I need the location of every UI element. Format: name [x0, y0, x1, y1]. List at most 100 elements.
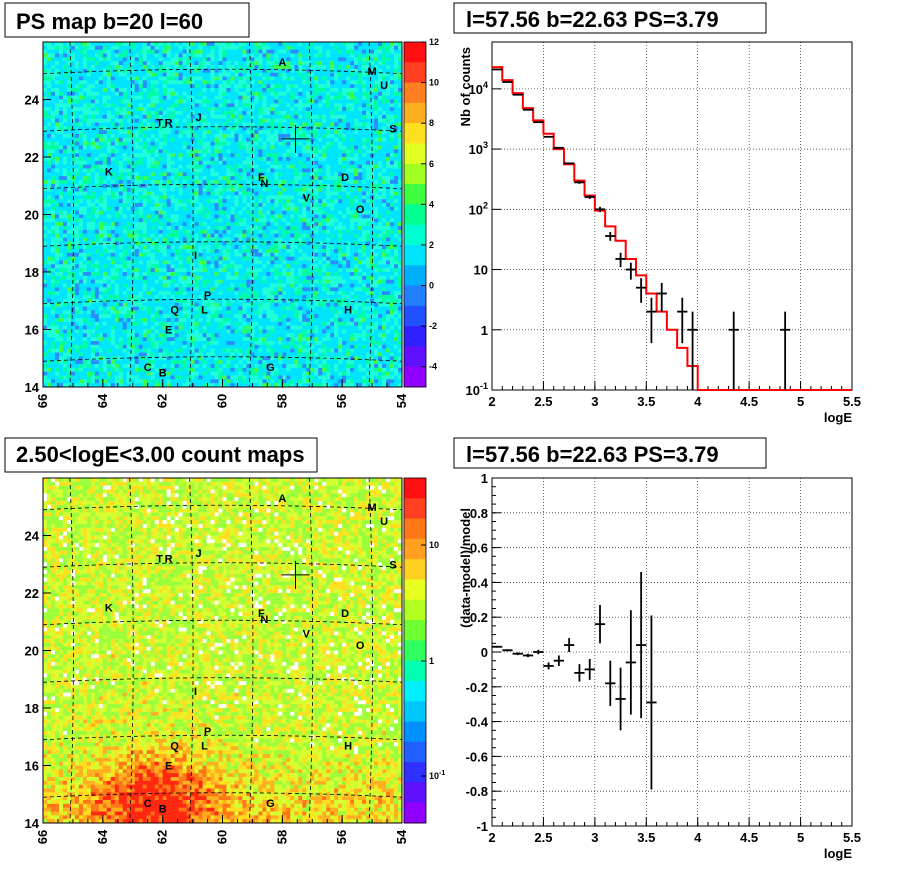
colorbar-swatch [404, 660, 426, 682]
grid-parallel [42, 562, 403, 568]
y-tick-label: 0.4 [470, 575, 489, 590]
x-axis-label: logE [824, 410, 852, 425]
x-tick-label: 2.5 [534, 830, 552, 845]
data-point [502, 81, 513, 83]
x-tick-label: 3 [591, 394, 598, 409]
x-tick-label: 4 [694, 830, 702, 845]
source-label-P: P [204, 290, 211, 302]
colorbar-swatch [404, 741, 426, 763]
residual-point [522, 653, 534, 658]
residual-point [594, 605, 606, 644]
y-tick-label: 102 [469, 200, 488, 217]
colorbar-swatch [404, 478, 426, 499]
y-tick-label: 10 [474, 263, 488, 278]
source-label-C: C [144, 362, 152, 374]
y-tick-label: 20 [25, 644, 39, 659]
count-map-title: 2.50<logE<3.00 count maps [16, 442, 305, 467]
source-label-M: M [367, 66, 376, 78]
source-label-G: G [266, 362, 275, 374]
residual-point [564, 638, 575, 652]
residual-panel: 2 2.5 3 3.5 4 4.5 5 5.5 -1 -0.8 -0.6 -0.4 -0.2 0 0.2 0.… [458, 471, 861, 861]
residual-point [533, 649, 544, 655]
colorbar-swatch [404, 244, 426, 266]
y-tick-label: 103 [469, 140, 488, 157]
residual-grid [491, 477, 853, 827]
grid-meridian [249, 41, 254, 388]
x-tick-label: 2 [488, 394, 495, 409]
colorbar-swatch [404, 680, 426, 702]
data-point [522, 108, 534, 111]
colorbar-swatch [404, 498, 426, 520]
colorbar-swatch [404, 326, 426, 347]
colorbar-tick-label: 10 [429, 540, 439, 550]
x-tick-label: 62 [155, 830, 170, 844]
x-tick-label: 56 [334, 394, 349, 408]
grid-parallel [42, 183, 403, 190]
residual-point [492, 645, 503, 648]
source-label-M: M [367, 502, 376, 514]
source-label-N: N [260, 178, 268, 190]
colorbar-swatch [404, 285, 426, 307]
x-tick-label: 66 [35, 830, 50, 844]
x-tick-label: 60 [215, 830, 230, 844]
x-tick-label: 54 [394, 829, 409, 844]
x-tick-label: 4 [694, 394, 702, 409]
y-tick-label: 16 [25, 759, 39, 774]
source-label-C: C [144, 798, 152, 810]
data-point [615, 252, 626, 268]
data-point [677, 297, 688, 344]
data-point [636, 278, 647, 303]
colorbar-tick-label: 4 [429, 199, 434, 209]
source-label-O: O [356, 640, 365, 652]
colorbar-tick-label: -2 [429, 321, 437, 331]
ps-map-title: PS map b=20 l=60 [16, 9, 203, 34]
source-label-F: F [258, 172, 265, 184]
data-point [512, 93, 523, 96]
data-point [656, 282, 667, 312]
colorbar-tick-label: 12 [429, 37, 439, 47]
residual-point [646, 615, 657, 790]
map-grid [42, 41, 403, 388]
colorbar-swatch [404, 143, 426, 165]
source-label-U: U [380, 516, 388, 528]
grid-parallel [42, 126, 403, 132]
grid-meridian [368, 477, 373, 824]
data-point [728, 311, 739, 390]
colorbar-swatch [404, 123, 426, 144]
data-point [780, 311, 791, 390]
source-label-J: J [196, 112, 202, 124]
grid-meridian [189, 477, 194, 824]
data-point [687, 311, 698, 390]
grid-parallel [42, 677, 403, 683]
source-label-P: P [204, 726, 211, 738]
grid-meridian [249, 477, 254, 824]
colorbar-swatch [404, 42, 426, 63]
colorbar-swatch [404, 579, 426, 601]
x-tick-label: 3.5 [637, 830, 655, 845]
residual-point [625, 610, 636, 715]
x-tick-label: 60 [215, 394, 230, 408]
y-tick-label: 22 [25, 586, 39, 601]
source-label-T: T [156, 554, 163, 566]
source-label-N: N [260, 614, 268, 626]
y-tick-label: 104 [469, 80, 488, 97]
grid-parallel [42, 68, 403, 75]
source-label-L: L [201, 740, 208, 752]
spectrum-title: l=57.56 b=22.63 PS=3.79 [466, 7, 719, 32]
residual-point [502, 649, 513, 652]
y-tick-label: 1 [481, 323, 488, 338]
colorbar-tick-label: 10-1 [429, 770, 445, 781]
residual-point [574, 664, 585, 682]
grid-meridian [69, 477, 74, 824]
x-tick-label: 5.5 [843, 830, 861, 845]
x-tick-label: 62 [155, 394, 170, 408]
colorbar-swatch [404, 762, 426, 783]
residual-title: l=57.56 b=22.63 PS=3.79 [466, 442, 719, 467]
source-label-L: L [201, 304, 208, 316]
y-tick-label: 14 [25, 816, 40, 831]
x-tick-label: 5 [797, 394, 804, 409]
y-tick-label: 16 [25, 323, 39, 338]
x-axis-label: logE [824, 846, 852, 861]
